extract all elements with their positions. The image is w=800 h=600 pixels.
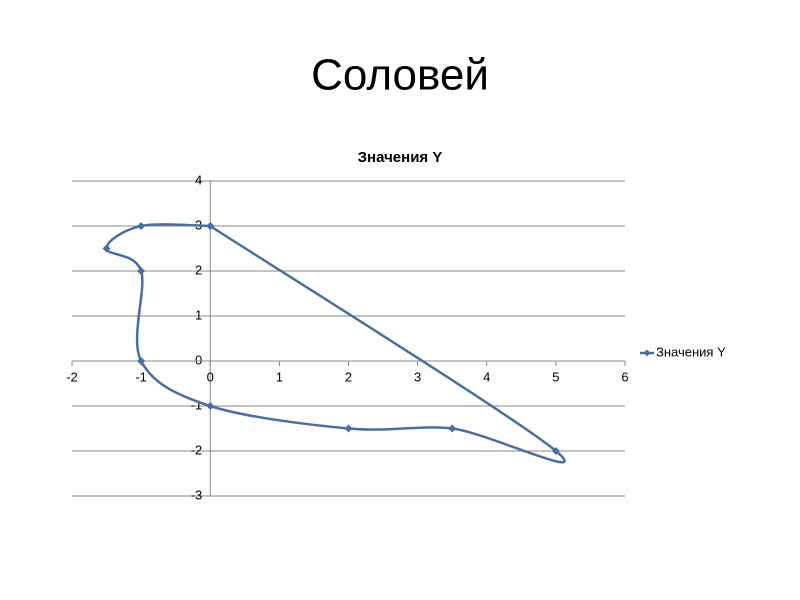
x-tick-label: -2 (66, 369, 78, 384)
y-tick-label: -2 (191, 442, 203, 457)
x-tick-label: 2 (345, 369, 352, 384)
slide-title: Соловей (311, 51, 489, 100)
y-tick-label: 2 (195, 262, 202, 277)
y-tick-label: -3 (191, 487, 203, 502)
x-tick-label: 1 (276, 369, 283, 384)
data-point (206, 402, 215, 410)
x-tick-label: 4 (483, 369, 490, 384)
data-point (137, 222, 146, 230)
data-point (551, 447, 560, 455)
data-point (137, 267, 146, 275)
legend-marker (643, 349, 651, 357)
y-tick-label: 4 (195, 172, 202, 187)
x-tick-label: -1 (135, 369, 147, 384)
x-tick-label: 5 (552, 369, 559, 384)
y-tick-label: 1 (195, 307, 202, 322)
y-tick-label: -1 (191, 397, 203, 412)
data-point (448, 424, 457, 433)
x-tick-label: 6 (621, 369, 628, 384)
x-tick-label: 3 (414, 369, 421, 384)
data-point (102, 244, 111, 253)
data-point (206, 222, 215, 230)
x-tick-label: 0 (207, 369, 214, 384)
series-line (105, 223, 566, 464)
legend-label: Значения Y (656, 344, 726, 359)
y-tick-label: 0 (195, 352, 202, 367)
data-point (344, 424, 353, 433)
chart-title: Значения Y (358, 149, 443, 166)
data-point (137, 357, 146, 365)
